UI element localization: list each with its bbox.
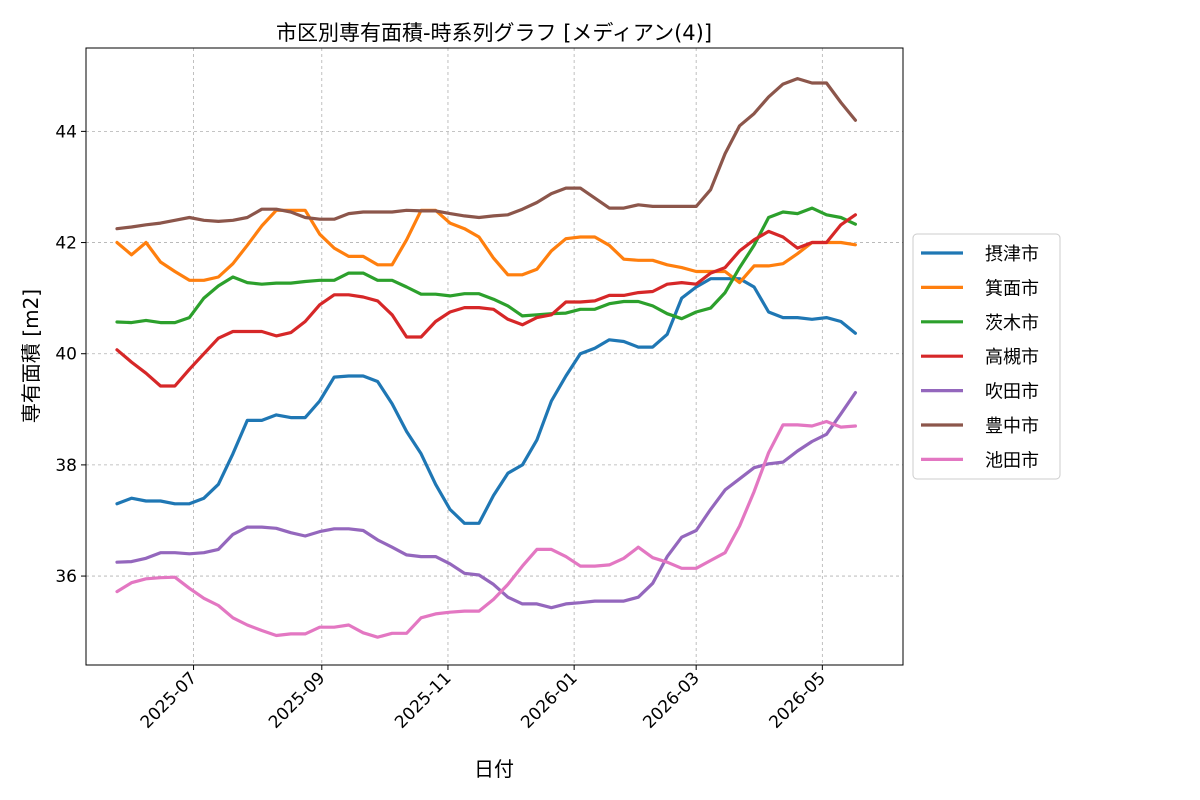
series-line-2 — [115, 206, 858, 325]
legend-label-3: 高槻市 — [985, 347, 1039, 368]
y-tick-label: 36 — [55, 567, 77, 587]
y-tick-label: 40 — [55, 345, 77, 365]
legend-label-1: 箕面市 — [985, 278, 1039, 299]
series-line-4 — [115, 391, 858, 610]
series-line-3 — [115, 213, 858, 388]
chart-title: 市区別専有面積-時系列グラフ [メディアン(4)] — [276, 21, 712, 45]
series-lines — [115, 76, 858, 639]
legend-label-0: 摂津市 — [985, 244, 1039, 265]
legend-label-5: 豊中市 — [985, 416, 1039, 437]
x-axis-label: 日付 — [474, 757, 514, 781]
y-axis-label: 専有面積 [m2] — [19, 289, 43, 423]
y-tick-label: 38 — [55, 456, 77, 476]
y-axis-ticks: 36 38 40 42 44 — [55, 122, 86, 587]
legend-frame — [912, 233, 1061, 480]
plot-area-frame — [85, 47, 904, 666]
legend-label-2: 茨木市 — [985, 313, 1039, 334]
legend-label-6: 池田市 — [985, 450, 1039, 471]
grid — [86, 48, 903, 665]
series-line-6 — [115, 419, 858, 639]
series-line-5 — [115, 76, 858, 231]
y-tick-label: 44 — [55, 122, 77, 142]
y-tick-label: 42 — [55, 234, 77, 254]
legend-label-4: 吹田市 — [985, 382, 1039, 403]
